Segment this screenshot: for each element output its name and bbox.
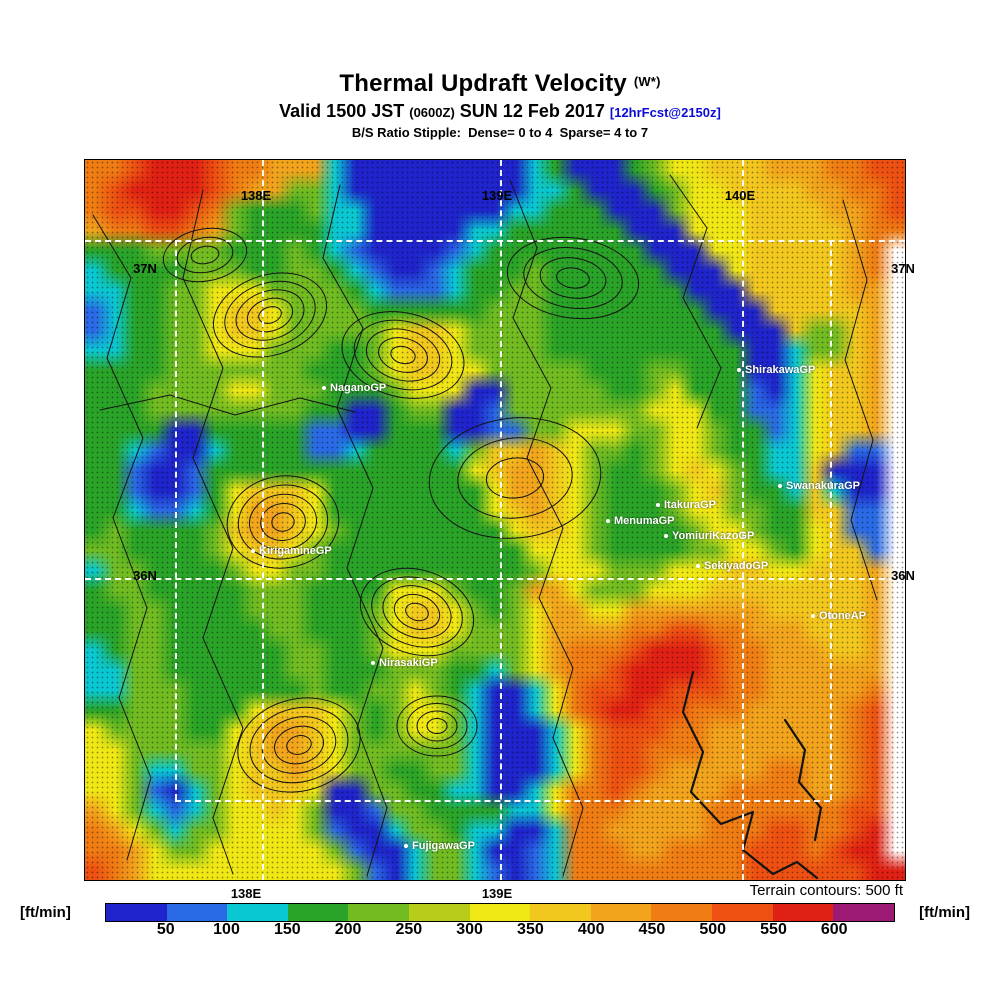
valid-line: Valid 1500 JST (0600Z) SUN 12 Feb 2017 [… (0, 101, 1000, 122)
legend-tick-label: 400 (577, 921, 605, 938)
station-marker: MenumaGP (606, 515, 675, 527)
station-marker: KirigamineGP (251, 545, 332, 557)
legend-unit-left: [ft/min] (20, 904, 71, 921)
station-label: SekiyadoGP (704, 560, 769, 572)
stations-layer: NaganoGP ShirakawaGP SwanakuraGP ItakuraGP M… (85, 160, 905, 880)
station-marker: FujigawaGP (404, 840, 475, 852)
legend-color-segment (833, 904, 894, 921)
longitude-label: 139E (481, 188, 513, 203)
legend-tick-label: 600 (820, 921, 848, 938)
station-label: ShirakawaGP (745, 364, 816, 376)
valid-zulu: (0600Z) (409, 105, 455, 120)
station-dot-icon (778, 484, 782, 488)
station-dot-icon (606, 519, 610, 523)
valid-date: SUN 12 Feb 2017 (459, 101, 605, 121)
legend-color-segment (287, 904, 349, 921)
station-marker: SwanakuraGP (778, 480, 860, 492)
legend-color-segment (348, 904, 410, 921)
legend-color-segment (106, 904, 167, 921)
legend-tick-label: 200 (334, 921, 362, 938)
station-label: SwanakuraGP (786, 480, 860, 492)
meridian-line (262, 160, 264, 880)
legend-tick-label: 350 (517, 921, 544, 938)
latlon-grid-overlay: 138E 138E 139E 139E 140E 37N 37N 36N 36N (85, 160, 915, 901)
legend-tick-label: 500 (699, 921, 727, 938)
legend-color-segment (590, 904, 652, 921)
station-dot-icon (251, 549, 255, 553)
title-wstar: (W*) (633, 74, 661, 89)
legend-color-segment (227, 904, 288, 921)
legend-color-segment (530, 904, 591, 921)
station-label: FujigawaGP (412, 840, 475, 852)
station-dot-icon (404, 844, 408, 848)
legend-tick-label: 300 (456, 921, 483, 938)
legend-tick-label: 100 (213, 921, 240, 938)
valid-prefix: Valid 1500 JST (279, 101, 405, 121)
longitude-label: 140E (724, 188, 756, 203)
station-dot-icon (322, 386, 326, 390)
legend-tick-label: 50 (156, 921, 175, 938)
legend-color-segment (772, 904, 834, 921)
station-marker: NaganoGP (322, 382, 386, 394)
legend-color-segment (651, 904, 713, 921)
header: Thermal Updraft Velocity (W*) Valid 1500… (0, 70, 1000, 140)
stipple-note: B/S Ratio Stipple: Dense= 0 to 4 Sparse=… (351, 125, 649, 140)
latitude-label: 37N (133, 261, 157, 276)
station-label: NaganoGP (330, 382, 387, 394)
longitude-label: 138E (240, 188, 272, 203)
station-label: OtoneAP (819, 610, 867, 622)
station-marker: ShirakawaGP (737, 364, 815, 376)
domain-box-left (175, 240, 177, 800)
longitude-label: 138E (230, 886, 262, 901)
forecast-tag: [12hrFcst@2150z] (609, 105, 721, 120)
station-label: ItakuraGP (664, 499, 716, 511)
station-marker: SekiyadoGP (696, 560, 768, 572)
station-dot-icon (656, 503, 660, 507)
color-scale-labels: 50 100 150 200 250 300 350 400 450 500 550 600 (105, 921, 895, 943)
legend-tick-label: 550 (760, 921, 787, 938)
station-marker: NirasakiGP (371, 657, 438, 669)
station-dot-icon (737, 368, 741, 372)
title-text: Thermal Updraft Velocity (339, 70, 627, 97)
legend-color-segment (469, 904, 531, 921)
station-dot-icon (664, 534, 668, 538)
station-label: MenumaGP (614, 515, 675, 527)
legend-unit-right: [ft/min] (919, 904, 970, 921)
station-label: NirasakiGP (379, 657, 438, 669)
forecast-map: 138E 138E 139E 139E 140E 37N 37N 36N 36N NaganoG… (84, 159, 915, 901)
domain-box-right (830, 240, 832, 800)
legend-color-segment (712, 904, 773, 921)
legend-tick-label: 250 (395, 921, 423, 938)
station-dot-icon (696, 564, 700, 568)
latitude-label: 36N (891, 568, 915, 583)
legend-color-segment (166, 904, 228, 921)
station-dot-icon (811, 614, 815, 618)
color-scale-bar (105, 903, 895, 922)
meridian-line (500, 160, 502, 880)
page-title: Thermal Updraft Velocity (W*) (0, 70, 1000, 98)
station-label: KirigamineGP (259, 545, 332, 557)
legend-tick-label: 150 (273, 921, 301, 938)
domain-box-bottom (175, 800, 830, 802)
terrain-note: Terrain contours: 500 ft (749, 882, 903, 899)
meridian-line (742, 160, 744, 880)
longitude-label: 139E (481, 886, 513, 901)
latitude-label: 37N (891, 261, 915, 276)
station-marker: OtoneAP (811, 610, 866, 622)
station-label: YomiuriKazoGP (672, 530, 755, 542)
station-marker: ItakuraGP (656, 499, 716, 511)
legend-color-segment (409, 904, 470, 921)
parallel-line (85, 578, 905, 580)
parallel-line (85, 240, 905, 242)
station-dot-icon (371, 661, 375, 665)
latitude-label: 36N (133, 568, 157, 583)
legend-tick-label: 450 (638, 921, 666, 938)
station-marker: YomiuriKazoGP (664, 530, 754, 542)
